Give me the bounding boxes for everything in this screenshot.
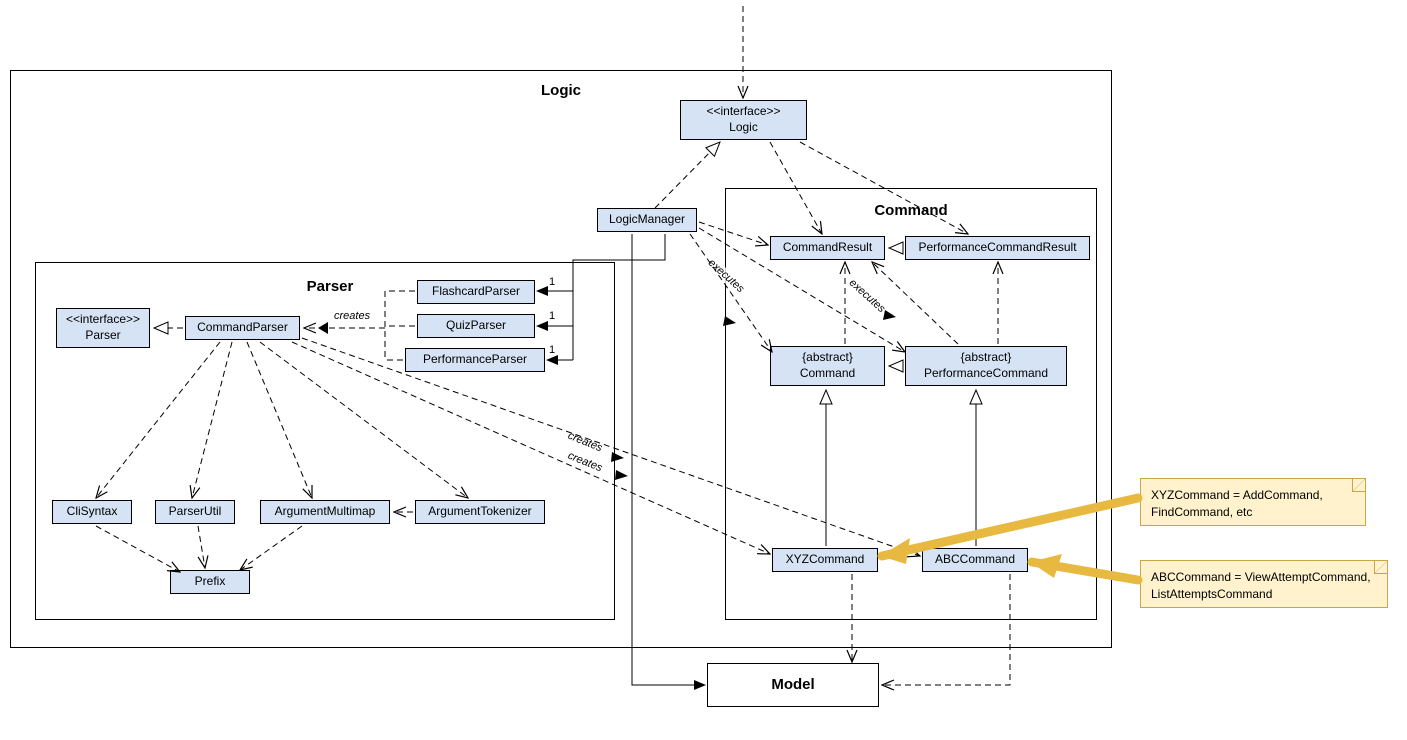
node-label: Logic: [729, 120, 758, 136]
node-label: LogicManager: [609, 212, 685, 228]
package-logic-label: Logic: [10, 82, 1112, 99]
node-label: PerformanceCommand: [924, 366, 1048, 382]
node-stereotype: {abstract}: [802, 350, 853, 366]
node-label: Model: [771, 675, 814, 695]
note-abc: ABCCommand = ViewAttemptCommand, ListAtt…: [1140, 560, 1388, 608]
node-label: QuizParser: [446, 318, 506, 334]
mult-1b: 1: [549, 310, 555, 322]
node-label: CliSyntax: [67, 504, 118, 520]
note-text: ABCCommand = ViewAttemptCommand, ListAtt…: [1151, 570, 1371, 601]
mult-1a: 1: [549, 276, 555, 288]
diagram-canvas: Logic Parser Command <<interface>> Logic…: [0, 0, 1407, 740]
node-label: Command: [800, 366, 855, 382]
node-command-parser: CommandParser: [185, 316, 300, 340]
node-xyz-command: XYZCommand: [772, 548, 878, 572]
package-command-label: Command: [725, 202, 1097, 219]
node-model: Model: [707, 663, 879, 707]
node-label: FlashcardParser: [432, 284, 520, 300]
node-parser-util: ParserUtil: [155, 500, 235, 524]
node-argument-tokenizer: ArgumentTokenizer: [415, 500, 545, 524]
node-quiz-parser: QuizParser: [417, 314, 535, 338]
node-parser-interface: <<interface>> Parser: [56, 308, 150, 348]
package-parser-label: Parser: [270, 278, 390, 295]
note-text: XYZCommand = AddCommand, FindCommand, et…: [1151, 488, 1323, 519]
node-argument-multimap: ArgumentMultimap: [260, 500, 390, 524]
node-flashcard-parser: FlashcardParser: [417, 280, 535, 304]
node-command-result: CommandResult: [770, 236, 885, 260]
node-abstract-perf-command: {abstract} PerformanceCommand: [905, 346, 1067, 386]
node-label: ABCCommand: [935, 552, 1015, 568]
node-label: ParserUtil: [169, 504, 222, 520]
node-cli-syntax: CliSyntax: [52, 500, 132, 524]
node-label: PerformanceCommandResult: [918, 240, 1076, 256]
node-label: ArgumentTokenizer: [428, 504, 531, 520]
node-stereotype: {abstract}: [961, 350, 1012, 366]
node-label: CommandResult: [783, 240, 872, 256]
edge-label-creates-1: creates: [332, 310, 372, 322]
node-abc-command: ABCCommand: [922, 548, 1028, 572]
node-label: Prefix: [195, 574, 226, 590]
note-xyz: XYZCommand = AddCommand, FindCommand, et…: [1140, 478, 1366, 526]
node-perf-command-result: PerformanceCommandResult: [905, 236, 1090, 260]
node-label: Parser: [85, 328, 120, 344]
node-label: CommandParser: [197, 320, 288, 336]
node-logic-interface: <<interface>> Logic: [680, 100, 807, 140]
node-stereotype: <<interface>>: [66, 312, 140, 328]
node-label: PerformanceParser: [423, 352, 527, 368]
node-label: ArgumentMultimap: [275, 504, 376, 520]
node-prefix: Prefix: [170, 570, 250, 594]
node-stereotype: <<interface>>: [706, 104, 780, 120]
node-logic-manager: LogicManager: [597, 208, 697, 232]
node-label: XYZCommand: [786, 552, 865, 568]
node-performance-parser: PerformanceParser: [405, 348, 545, 372]
node-abstract-command: {abstract} Command: [770, 346, 885, 386]
mult-1c: 1: [549, 344, 555, 356]
